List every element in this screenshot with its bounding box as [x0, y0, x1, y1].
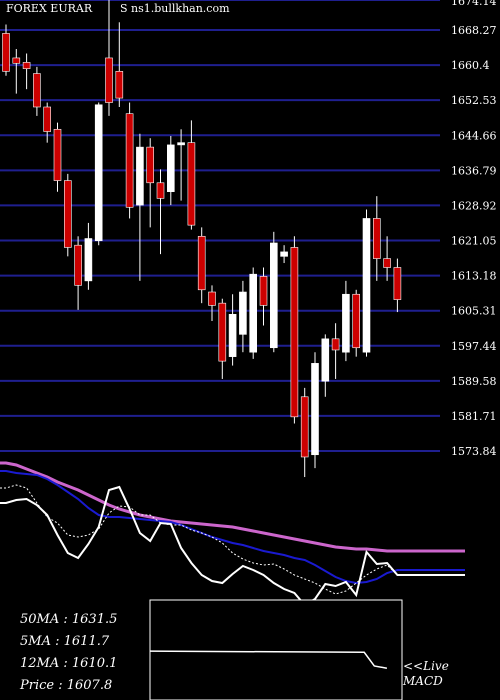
- candle-down: [2, 33, 10, 72]
- candle-up: [136, 146, 144, 206]
- candle-down: [331, 338, 340, 351]
- macd-name-label: MACD: [403, 674, 443, 688]
- candle-down: [33, 73, 41, 108]
- candle-up: [280, 251, 288, 257]
- candle-down: [372, 218, 381, 259]
- candle-up: [94, 104, 103, 242]
- candle-up: [362, 218, 371, 353]
- dashed-line: [0, 484, 465, 595]
- candle-down: [290, 247, 299, 418]
- candle-up: [342, 293, 350, 353]
- candle-down: [383, 258, 391, 268]
- macd-box: [149, 599, 403, 700]
- candle-down: [22, 62, 31, 69]
- price-label: Price : 1607.8: [20, 678, 113, 693]
- price-tick-label: 1628.92: [451, 199, 497, 212]
- candle-up: [177, 142, 185, 146]
- candle-down: [197, 235, 206, 291]
- price-tick-label: 1581.71: [451, 410, 497, 423]
- candle-down: [125, 113, 134, 208]
- candle-up: [249, 273, 257, 353]
- macd-live-label: <<Live: [403, 659, 449, 673]
- candle-down: [105, 57, 113, 103]
- price-tick-label: 1613.18: [451, 270, 497, 283]
- price-tick-label: 1660.4: [451, 59, 490, 72]
- candle-down: [12, 57, 21, 64]
- candle-down: [218, 302, 227, 362]
- symbol-label: FOREX EURAR: [6, 2, 93, 15]
- price-tick-label: 1636.79: [451, 164, 497, 177]
- candle-down: [393, 267, 402, 300]
- solid-line: [0, 485, 465, 607]
- candle-up: [84, 238, 93, 282]
- price-tick-label: 1652.53: [451, 94, 497, 107]
- ma12-label: 12MA : 1610.1: [20, 656, 118, 671]
- candle-down: [53, 128, 62, 181]
- candle-up: [311, 363, 319, 456]
- ma-long-line: [0, 461, 465, 553]
- ma5-label: 5MA : 1611.7: [20, 634, 110, 649]
- candle-down: [43, 106, 52, 132]
- candle-down: [187, 142, 196, 226]
- candle-down: [156, 182, 165, 199]
- price-tick-label: 1573.84: [451, 445, 497, 458]
- price-tick-label-top: 1674.14: [451, 0, 497, 8]
- candle-down: [352, 293, 361, 349]
- candle-up: [228, 314, 237, 357]
- candle-down: [146, 146, 154, 184]
- candle-up: [269, 242, 278, 349]
- candle-down: [259, 276, 268, 306]
- price-tick-label: 1644.66: [451, 129, 497, 142]
- price-tick-label: 1668.27: [451, 24, 497, 37]
- price-tick-label: 1597.44: [451, 340, 497, 353]
- candle-down: [115, 71, 124, 99]
- candle-down: [64, 180, 72, 248]
- candle-up: [239, 291, 247, 335]
- candle-down: [74, 244, 82, 286]
- candle-up: [167, 144, 175, 193]
- candle-down: [208, 291, 216, 306]
- candle-down: [300, 396, 309, 458]
- price-tick-label: 1605.31: [451, 305, 497, 318]
- macd-line: [149, 650, 388, 669]
- candle-up: [321, 338, 330, 382]
- ma50-label: 50MA : 1631.5: [20, 612, 118, 627]
- source-label: S ns1.bullkhan.com: [120, 2, 230, 15]
- price-tick-label: 1589.58: [451, 375, 497, 388]
- price-tick-label: 1621.05: [451, 235, 497, 248]
